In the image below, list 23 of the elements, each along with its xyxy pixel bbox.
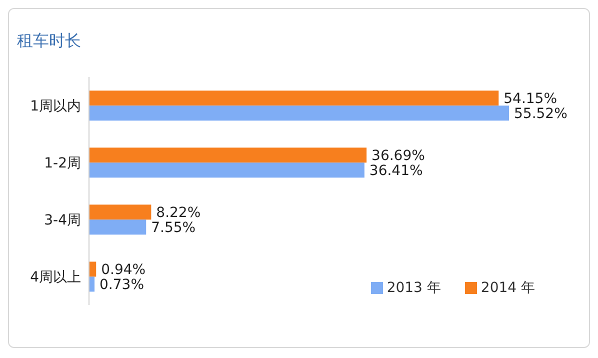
bar bbox=[89, 90, 499, 106]
data-label: 0.73% bbox=[100, 277, 144, 294]
y-tick-label: 3-4周 bbox=[44, 212, 81, 228]
bar bbox=[89, 276, 95, 292]
chart-title: 租车时长 bbox=[17, 31, 81, 52]
data-label: 55.52% bbox=[514, 106, 568, 122]
data-label: 7.55% bbox=[151, 220, 196, 236]
data-label: 0.94% bbox=[101, 262, 146, 278]
bar bbox=[89, 162, 364, 178]
y-tick-label: 1-2周 bbox=[44, 155, 81, 172]
bar bbox=[89, 204, 152, 220]
y-tick-label: 4周以上 bbox=[30, 269, 81, 286]
data-label: 54.15% bbox=[504, 91, 558, 108]
legend-label: 2014 年 bbox=[480, 280, 535, 296]
data-label: 36.69% bbox=[372, 148, 425, 164]
bar bbox=[89, 148, 367, 163]
data-label: 36.41% bbox=[369, 163, 423, 180]
bar bbox=[89, 220, 146, 235]
bar bbox=[89, 106, 509, 121]
y-tick-label: 1周以内 bbox=[30, 98, 81, 114]
data-label: 8.22% bbox=[156, 205, 201, 222]
bar bbox=[89, 262, 96, 277]
legend-label: 2013 年 bbox=[386, 280, 441, 296]
